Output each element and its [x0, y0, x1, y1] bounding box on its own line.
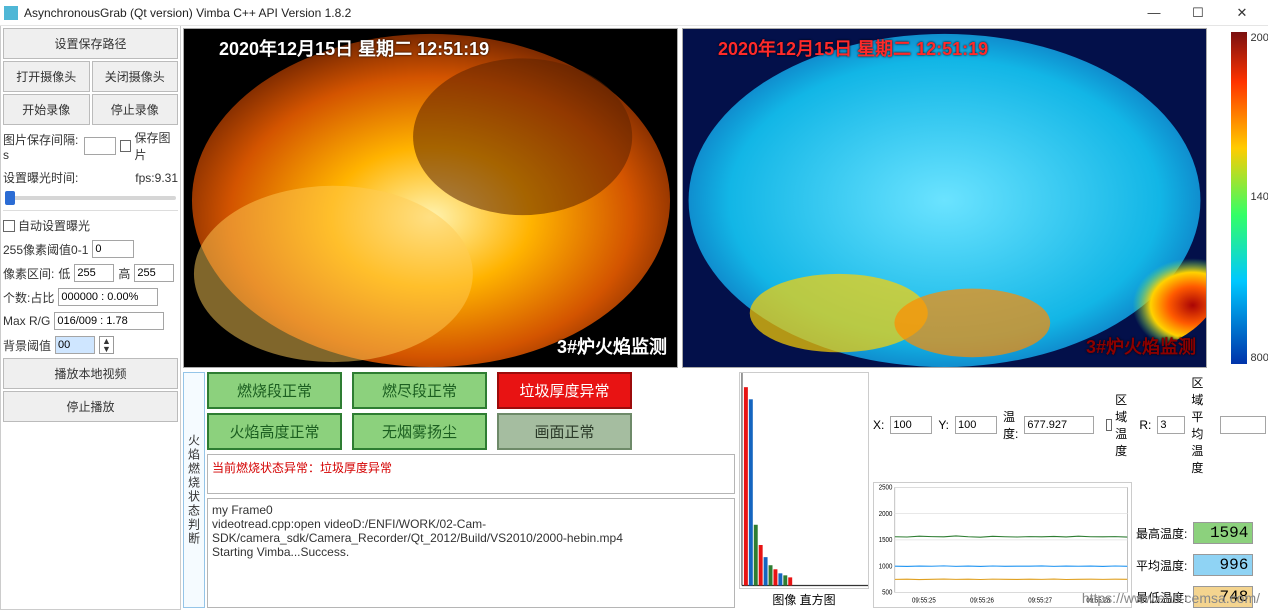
fps-label: fps:9.31 — [135, 171, 178, 185]
titlebar: AsynchronousGrab (Qt version) Vimba C++ … — [0, 0, 1268, 26]
y-coord-input[interactable] — [955, 416, 997, 434]
threshold255-input[interactable] — [92, 240, 134, 258]
log-line: Starting Vimba...Success. — [212, 545, 730, 559]
colorbar: 2000 1400 800 — [1211, 28, 1266, 368]
stop-play-button[interactable]: 停止播放 — [3, 391, 178, 422]
svg-text:1000: 1000 — [879, 563, 893, 571]
auto-exposure-checkbox[interactable]: 自动设置曝光 — [3, 217, 90, 234]
max-temp-label: 最高温度: — [1136, 525, 1187, 542]
status-section-title: 火焰燃烧状态判断 — [183, 372, 205, 608]
bg-threshold-input[interactable] — [55, 336, 95, 354]
maximize-button[interactable]: ☐ — [1176, 1, 1220, 25]
region-temp-checkbox[interactable]: 区域温度 — [1106, 391, 1133, 459]
save-interval-label: 图片保存间隔: s — [3, 131, 80, 162]
start-record-button[interactable]: 开始录像 — [3, 94, 90, 125]
threshold255-label: 255像素阈值0-1 — [3, 241, 88, 258]
save-image-checkbox[interactable]: 保存图片 — [120, 129, 178, 163]
status-indicator: 燃尽段正常 — [352, 372, 487, 409]
max-rg-label: Max R/G — [3, 314, 50, 328]
low-label: 低 — [58, 265, 70, 282]
flame-image — [184, 29, 677, 367]
svg-text:1500: 1500 — [879, 537, 893, 545]
play-local-video-button[interactable]: 播放本地视频 — [3, 358, 178, 389]
thermal-video-pane: 2020年12月15日 星期二 12:51:19 3#炉火焰监测 — [682, 28, 1207, 368]
auto-exposure-label: 自动设置曝光 — [18, 217, 90, 234]
status-indicator: 垃圾厚度异常 — [497, 372, 632, 409]
region-avg-label: 区域平均温度 — [1191, 374, 1214, 476]
status-message: 当前燃烧状态异常：垃圾厚度异常 — [207, 454, 735, 494]
stop-record-button[interactable]: 停止录像 — [92, 94, 179, 125]
flame-timestamp: 2020年12月15日 星期二 12:51:19 — [219, 35, 489, 61]
count-ratio-input[interactable] — [58, 288, 158, 306]
save-interval-input[interactable] — [84, 137, 116, 155]
status-indicator: 无烟雾扬尘 — [352, 413, 487, 450]
svg-text:2500: 2500 — [879, 484, 893, 492]
r-label: R: — [1139, 418, 1151, 432]
region-temp-label: 区域温度 — [1115, 391, 1133, 459]
pixel-range-label: 像素区间: — [3, 265, 54, 282]
avg-temp-value: 996 — [1193, 554, 1253, 576]
svg-text:500: 500 — [882, 589, 892, 597]
colorbar-min: 800 — [1251, 352, 1268, 364]
open-camera-button[interactable]: 打开摄像头 — [3, 61, 90, 92]
colorbar-mid: 1400 — [1251, 191, 1268, 203]
thermal-camera-label: 3#炉火焰监测 — [1086, 333, 1196, 359]
log-line: my Frame0 — [212, 503, 730, 517]
avg-temp-label: 平均温度: — [1136, 557, 1187, 574]
thermal-image — [683, 29, 1206, 367]
left-panel: 设置保存路径 打开摄像头 关闭摄像头 开始录像 停止录像 图片保存间隔: s 保… — [0, 26, 181, 610]
log-line: videotread.cpp:open videoD:/ENFI/WORK/02… — [212, 517, 730, 545]
point-temp-input[interactable] — [1024, 416, 1094, 434]
bg-threshold-label: 背景阈值 — [3, 337, 51, 354]
svg-text:09:55:27: 09:55:27 — [1028, 597, 1052, 605]
flame-video-pane: 2020年12月15日 星期二 12:51:19 3#炉火焰监测 — [183, 28, 678, 368]
pixel-high-input[interactable] — [134, 264, 174, 282]
histogram-caption: 图像 直方图 — [739, 589, 869, 608]
window-title: AsynchronousGrab (Qt version) Vimba C++ … — [24, 6, 1132, 20]
app-icon — [4, 6, 18, 20]
flame-camera-label: 3#炉火焰监测 — [557, 333, 667, 359]
svg-text:09:55:25: 09:55:25 — [912, 597, 936, 605]
y-coord-label: Y: — [938, 418, 949, 432]
count-ratio-label: 个数:占比 — [3, 289, 54, 306]
log-output: my Frame0 videotread.cpp:open videoD:/EN… — [207, 498, 735, 608]
thermal-timestamp: 2020年12月15日 星期二 12:51:19 — [718, 35, 988, 61]
spinner-icon[interactable]: ▲▼ — [99, 336, 114, 354]
status-message-text: 当前燃烧状态异常：垃圾厚度异常 — [212, 461, 392, 475]
svg-text:2000: 2000 — [879, 510, 893, 518]
graph-controls: X: Y: 温度: 区域温度 R: 区域平均温度 — [873, 372, 1266, 478]
set-save-path-button[interactable]: 设置保存路径 — [3, 28, 178, 59]
colorbar-strip: 2000 1400 800 — [1231, 32, 1247, 364]
status-indicator: 画面正常 — [497, 413, 632, 450]
max-rg-input[interactable] — [54, 312, 164, 330]
max-temp-value: 1594 — [1193, 522, 1253, 544]
close-button[interactable]: ✕ — [1220, 1, 1264, 25]
minimize-button[interactable]: — — [1132, 1, 1176, 25]
status-indicator: 燃烧段正常 — [207, 372, 342, 409]
x-coord-input[interactable] — [890, 416, 932, 434]
save-image-label: 保存图片 — [134, 129, 178, 163]
status-indicator: 火焰高度正常 — [207, 413, 342, 450]
point-temp-label: 温度: — [1003, 408, 1018, 442]
exposure-label: 设置曝光时间: — [3, 169, 78, 186]
close-camera-button[interactable]: 关闭摄像头 — [92, 61, 179, 92]
histogram-plot — [739, 372, 869, 589]
r-input[interactable] — [1157, 416, 1185, 434]
colorbar-max: 2000 — [1251, 32, 1268, 44]
high-label: 高 — [118, 265, 130, 282]
region-avg-input[interactable] — [1220, 416, 1266, 434]
exposure-slider[interactable] — [5, 196, 176, 200]
pixel-low-input[interactable] — [74, 264, 114, 282]
svg-text:09:55:26: 09:55:26 — [970, 597, 994, 605]
watermark: https://www.enfi-cemsa.com/ — [1082, 590, 1260, 606]
x-coord-label: X: — [873, 418, 884, 432]
